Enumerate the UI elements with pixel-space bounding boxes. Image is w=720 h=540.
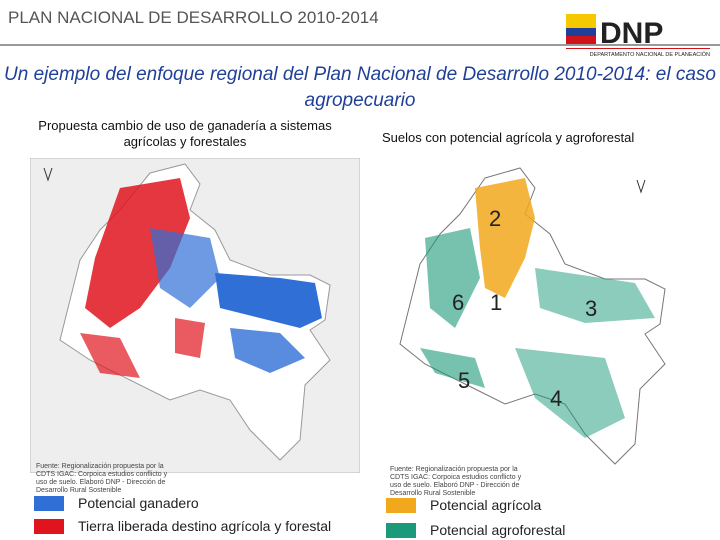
logo-subtitle: DEPARTAMENTO NACIONAL DE PLANEACIÓN (590, 51, 710, 58)
legend-swatch (34, 518, 64, 534)
legend-item: Potencial ganadero (34, 495, 199, 511)
legend-label: Potencial agroforestal (430, 522, 566, 538)
left-source: Fuente: Regionalización propuesta por la… (36, 463, 168, 494)
flag-red (566, 36, 596, 44)
legend-swatch (34, 495, 64, 511)
legend-swatch (386, 497, 416, 513)
green-area (425, 228, 480, 328)
flag-yellow (566, 14, 596, 28)
legend-label: Potencial agrícola (430, 497, 542, 513)
subtitle: Un ejemplo del enfoque regional del Plan… (4, 64, 716, 111)
legend-label: Potencial ganadero (78, 495, 199, 511)
right-caption: Suelos con potencial agrícola y agrofore… (382, 130, 635, 145)
region-label: 3 (585, 296, 597, 321)
red-area (175, 318, 205, 358)
right-source: Fuente: Regionalización propuesta por la… (390, 466, 522, 497)
right-map: 2 6 1 3 5 4 (385, 158, 690, 473)
region-label: 6 (452, 290, 464, 315)
legend-label: Tierra liberada destino agrícola y fores… (78, 518, 332, 534)
green-area (535, 268, 655, 323)
blue-area (230, 328, 305, 373)
blue-area (150, 228, 220, 308)
green-area (515, 348, 625, 438)
green-area (420, 348, 485, 388)
left-map (30, 158, 360, 473)
legend-item: Tierra liberada destino agrícola y fores… (34, 518, 331, 534)
logo-rule (566, 48, 710, 49)
legend-swatch (386, 522, 416, 538)
logo: DNP DEPARTAMENTO NACIONAL DE PLANEACIÓN (566, 14, 710, 58)
orange-area (475, 178, 535, 298)
region-label: 2 (489, 206, 501, 231)
header-rule (0, 44, 720, 46)
red-area (80, 333, 140, 378)
legend-item: Potencial agroforestal (386, 522, 565, 538)
legend-item: Potencial agrícola (386, 497, 541, 513)
north-arrow (43, 167, 53, 182)
left-caption: Propuesta cambio de uso de ganadería a s… (38, 118, 332, 149)
region-label: 4 (550, 386, 562, 411)
north-arrow (636, 179, 646, 194)
region-label: 1 (490, 290, 502, 315)
logo-text: DNP (600, 17, 663, 50)
blue-area (215, 273, 322, 328)
red-area (85, 178, 190, 328)
slide-title: PLAN NACIONAL DE DESARROLLO 2010-2014 (8, 8, 379, 27)
region-label: 5 (458, 368, 470, 393)
flag-blue (566, 28, 596, 36)
